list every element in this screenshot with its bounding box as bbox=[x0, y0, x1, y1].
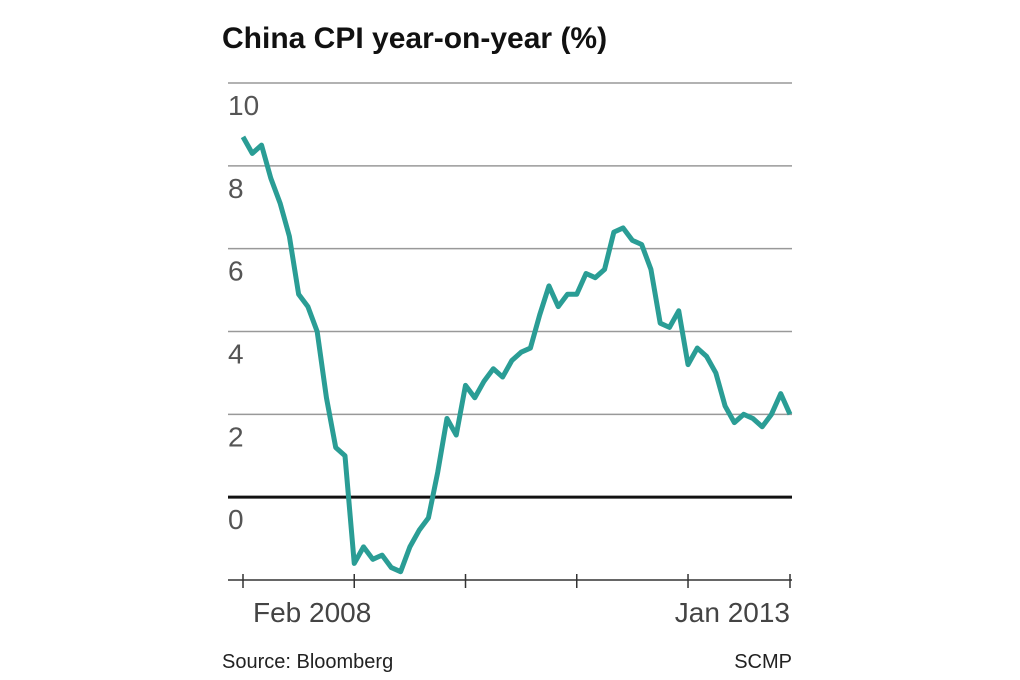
x-tick-label: Jan 2013 bbox=[675, 597, 790, 628]
y-tick-label: 0 bbox=[228, 504, 244, 535]
y-tick-label: 4 bbox=[228, 339, 244, 370]
x-tick-label: Feb 2008 bbox=[253, 597, 371, 628]
chart-title: China CPI year-on-year (%) bbox=[222, 22, 607, 55]
line bbox=[240, 135, 793, 575]
y-tick-label: 8 bbox=[228, 173, 244, 204]
credit: SCMP bbox=[734, 651, 792, 673]
y-tick-label: 2 bbox=[228, 421, 244, 452]
source: Source: Bloomberg bbox=[222, 651, 393, 673]
y-tick-label: 6 bbox=[228, 256, 244, 287]
y-tick-label: 10 bbox=[228, 90, 259, 121]
